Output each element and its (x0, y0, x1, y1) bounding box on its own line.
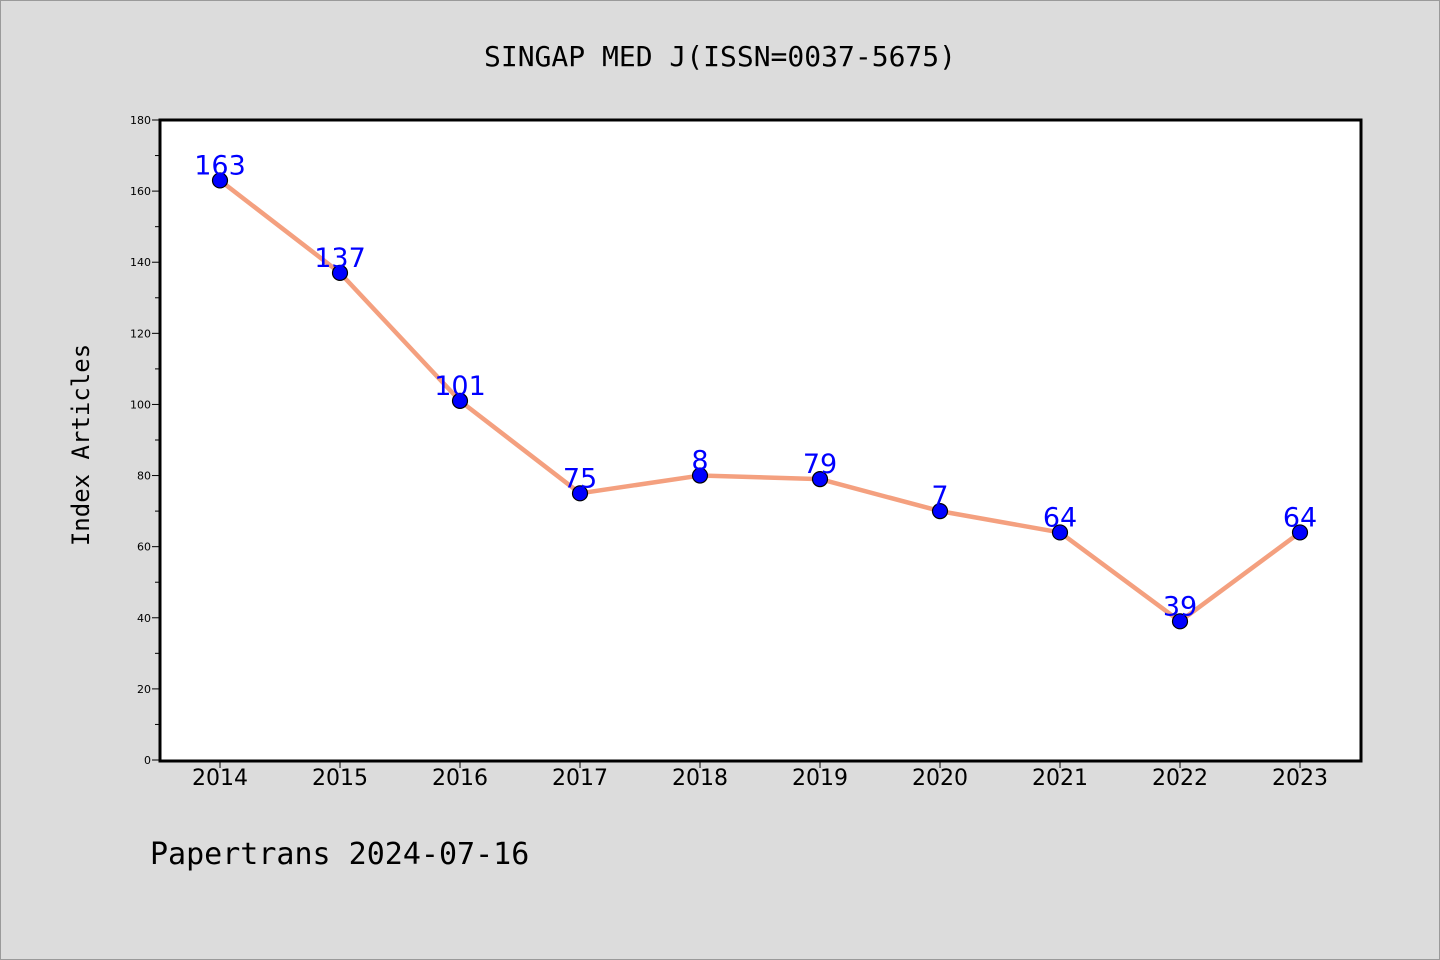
footer-note: Papertrans 2024-07-16 (150, 837, 529, 872)
data-label: 8 (691, 446, 708, 477)
data-point (811, 471, 829, 488)
y-tick-label: 60 (137, 541, 151, 554)
x-tick-label: 2014 (192, 766, 248, 791)
data-label: 137 (314, 243, 366, 274)
y-axis: 0 20 40 60 80 100 120 140 160 180 (130, 114, 160, 767)
data-label: 75 (563, 463, 597, 494)
data-point (931, 503, 949, 520)
data-markers (211, 172, 1309, 630)
y-tick-label: 80 (137, 470, 151, 483)
data-point (451, 392, 469, 409)
x-axis: 2014 2015 2016 2017 2018 2019 2020 2021 2022 2023 (192, 760, 1328, 791)
data-point (331, 264, 349, 281)
x-tick-label: 2018 (672, 766, 728, 791)
data-point (691, 467, 709, 484)
y-tick-label: 160 (130, 185, 151, 198)
x-tick-label: 2020 (912, 766, 968, 791)
y-tick-label: 40 (137, 612, 151, 625)
data-label: 7 (931, 481, 948, 512)
data-point (1171, 613, 1189, 630)
data-point (1291, 524, 1309, 541)
x-tick-label: 2022 (1152, 766, 1208, 791)
data-label: 163 (194, 150, 246, 181)
x-tick-label: 2016 (432, 766, 488, 791)
x-tick-label: 2019 (792, 766, 848, 791)
chart-title: SINGAP MED J(ISSN=0037-5675) (484, 40, 956, 73)
data-label: 39 (1163, 591, 1197, 622)
data-labels: 163 137 101 75 8 79 7 64 39 64 (194, 150, 1317, 622)
y-axis-label: Index Articles (67, 344, 95, 546)
x-tick-label: 2023 (1272, 766, 1328, 791)
x-tick-label: 2017 (552, 766, 608, 791)
y-tick-label: 140 (130, 256, 151, 269)
data-point (211, 172, 229, 189)
y-tick-label: 180 (130, 114, 151, 127)
data-point (571, 485, 589, 502)
y-tick-label: 100 (130, 398, 151, 411)
data-label: 79 (803, 449, 837, 480)
data-label: 64 (1283, 502, 1317, 533)
y-tick-label: 0 (144, 754, 151, 767)
y-tick-label: 20 (137, 683, 151, 696)
data-label: 64 (1043, 502, 1077, 533)
data-label: 101 (434, 371, 486, 402)
x-tick-label: 2021 (1032, 766, 1088, 791)
y-tick-label: 120 (130, 327, 151, 340)
plot-area (158, 118, 1363, 763)
x-tick-label: 2015 (312, 766, 368, 791)
data-point (1051, 524, 1069, 541)
series-line (217, 178, 1303, 624)
